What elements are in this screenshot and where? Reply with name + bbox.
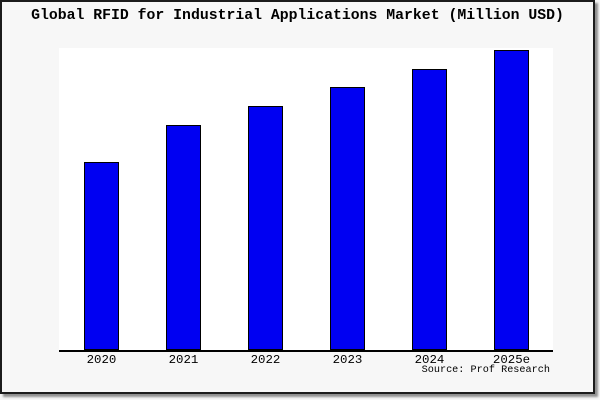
source-text: Source: Prof Research — [421, 365, 550, 376]
x-tick-label: 2022 — [250, 353, 281, 367]
x-axis-line — [59, 350, 553, 352]
bar — [248, 106, 283, 350]
x-tick-label: 2020 — [86, 353, 117, 367]
plot-area — [59, 48, 553, 352]
bar — [166, 125, 201, 350]
bar — [494, 50, 529, 350]
chart-frame: Global RFID for Industrial Applications … — [0, 0, 595, 394]
bar — [330, 87, 365, 350]
x-tick-label: 2021 — [168, 353, 199, 367]
x-tick-label: 2023 — [332, 353, 363, 367]
bar — [412, 69, 447, 350]
bar — [84, 162, 119, 350]
chart-title: Global RFID for Industrial Applications … — [31, 8, 564, 24]
